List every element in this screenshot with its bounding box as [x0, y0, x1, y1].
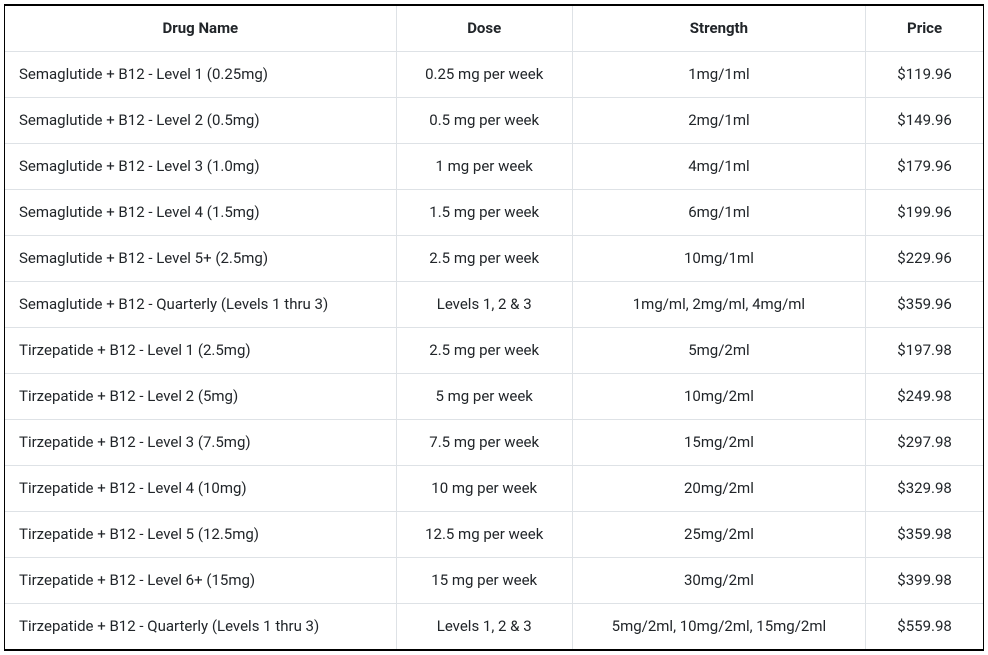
- cell-dose: 10 mg per week: [396, 466, 572, 512]
- cell-dose: 5 mg per week: [396, 374, 572, 420]
- cell-drug: Semaglutide + B12 - Level 5+ (2.5mg): [5, 236, 396, 282]
- cell-strength: 10mg/1ml: [572, 236, 865, 282]
- cell-price: $559.98: [866, 604, 983, 650]
- cell-strength: 5mg/2ml: [572, 328, 865, 374]
- cell-drug: Tirzepatide + B12 - Quarterly (Levels 1 …: [5, 604, 396, 650]
- table-row: Semaglutide + B12 - Level 2 (0.5mg)0.5 m…: [5, 98, 983, 144]
- cell-price: $149.96: [866, 98, 983, 144]
- cell-dose: Levels 1, 2 & 3: [396, 282, 572, 328]
- cell-drug: Tirzepatide + B12 - Level 4 (10mg): [5, 466, 396, 512]
- pricing-table-container: Drug Name Dose Strength Price Semaglutid…: [4, 4, 984, 651]
- cell-strength: 15mg/2ml: [572, 420, 865, 466]
- cell-dose: 1 mg per week: [396, 144, 572, 190]
- table-body: Semaglutide + B12 - Level 1 (0.25mg)0.25…: [5, 52, 983, 650]
- cell-dose: 0.25 mg per week: [396, 52, 572, 98]
- cell-price: $297.98: [866, 420, 983, 466]
- pricing-table: Drug Name Dose Strength Price Semaglutid…: [5, 6, 983, 649]
- cell-drug: Semaglutide + B12 - Level 2 (0.5mg): [5, 98, 396, 144]
- cell-strength: 1mg/1ml: [572, 52, 865, 98]
- col-header-dose: Dose: [396, 6, 572, 52]
- table-row: Semaglutide + B12 - Level 3 (1.0mg)1 mg …: [5, 144, 983, 190]
- cell-drug: Tirzepatide + B12 - Level 6+ (15mg): [5, 558, 396, 604]
- col-header-price: Price: [866, 6, 983, 52]
- cell-dose: 2.5 mg per week: [396, 236, 572, 282]
- cell-drug: Semaglutide + B12 - Level 1 (0.25mg): [5, 52, 396, 98]
- table-row: Tirzepatide + B12 - Level 1 (2.5mg)2.5 m…: [5, 328, 983, 374]
- cell-price: $359.98: [866, 512, 983, 558]
- cell-price: $359.96: [866, 282, 983, 328]
- cell-strength: 10mg/2ml: [572, 374, 865, 420]
- cell-dose: 1.5 mg per week: [396, 190, 572, 236]
- cell-drug: Semaglutide + B12 - Level 4 (1.5mg): [5, 190, 396, 236]
- cell-price: $229.96: [866, 236, 983, 282]
- table-row: Semaglutide + B12 - Quarterly (Levels 1 …: [5, 282, 983, 328]
- cell-drug: Tirzepatide + B12 - Level 5 (12.5mg): [5, 512, 396, 558]
- table-row: Tirzepatide + B12 - Level 3 (7.5mg)7.5 m…: [5, 420, 983, 466]
- cell-dose: 15 mg per week: [396, 558, 572, 604]
- col-header-strength: Strength: [572, 6, 865, 52]
- cell-price: $119.96: [866, 52, 983, 98]
- table-row: Tirzepatide + B12 - Level 4 (10mg)10 mg …: [5, 466, 983, 512]
- table-row: Semaglutide + B12 - Level 4 (1.5mg)1.5 m…: [5, 190, 983, 236]
- cell-strength: 1mg/ml, 2mg/ml, 4mg/ml: [572, 282, 865, 328]
- cell-drug: Semaglutide + B12 - Quarterly (Levels 1 …: [5, 282, 396, 328]
- col-header-drug: Drug Name: [5, 6, 396, 52]
- cell-price: $399.98: [866, 558, 983, 604]
- cell-strength: 4mg/1ml: [572, 144, 865, 190]
- table-row: Tirzepatide + B12 - Level 6+ (15mg)15 mg…: [5, 558, 983, 604]
- cell-dose: 2.5 mg per week: [396, 328, 572, 374]
- cell-strength: 6mg/1ml: [572, 190, 865, 236]
- table-row: Tirzepatide + B12 - Level 5 (12.5mg)12.5…: [5, 512, 983, 558]
- cell-dose: 12.5 mg per week: [396, 512, 572, 558]
- cell-price: $249.98: [866, 374, 983, 420]
- cell-strength: 5mg/2ml, 10mg/2ml, 15mg/2ml: [572, 604, 865, 650]
- cell-strength: 25mg/2ml: [572, 512, 865, 558]
- cell-price: $199.96: [866, 190, 983, 236]
- cell-dose: 0.5 mg per week: [396, 98, 572, 144]
- cell-strength: 20mg/2ml: [572, 466, 865, 512]
- cell-price: $179.96: [866, 144, 983, 190]
- table-row: Tirzepatide + B12 - Level 2 (5mg)5 mg pe…: [5, 374, 983, 420]
- cell-drug: Tirzepatide + B12 - Level 2 (5mg): [5, 374, 396, 420]
- table-header: Drug Name Dose Strength Price: [5, 6, 983, 52]
- cell-drug: Semaglutide + B12 - Level 3 (1.0mg): [5, 144, 396, 190]
- header-row: Drug Name Dose Strength Price: [5, 6, 983, 52]
- cell-price: $329.98: [866, 466, 983, 512]
- cell-drug: Tirzepatide + B12 - Level 1 (2.5mg): [5, 328, 396, 374]
- table-row: Semaglutide + B12 - Level 5+ (2.5mg)2.5 …: [5, 236, 983, 282]
- table-row: Semaglutide + B12 - Level 1 (0.25mg)0.25…: [5, 52, 983, 98]
- cell-strength: 2mg/1ml: [572, 98, 865, 144]
- cell-drug: Tirzepatide + B12 - Level 3 (7.5mg): [5, 420, 396, 466]
- cell-strength: 30mg/2ml: [572, 558, 865, 604]
- cell-price: $197.98: [866, 328, 983, 374]
- cell-dose: 7.5 mg per week: [396, 420, 572, 466]
- table-row: Tirzepatide + B12 - Quarterly (Levels 1 …: [5, 604, 983, 650]
- cell-dose: Levels 1, 2 & 3: [396, 604, 572, 650]
